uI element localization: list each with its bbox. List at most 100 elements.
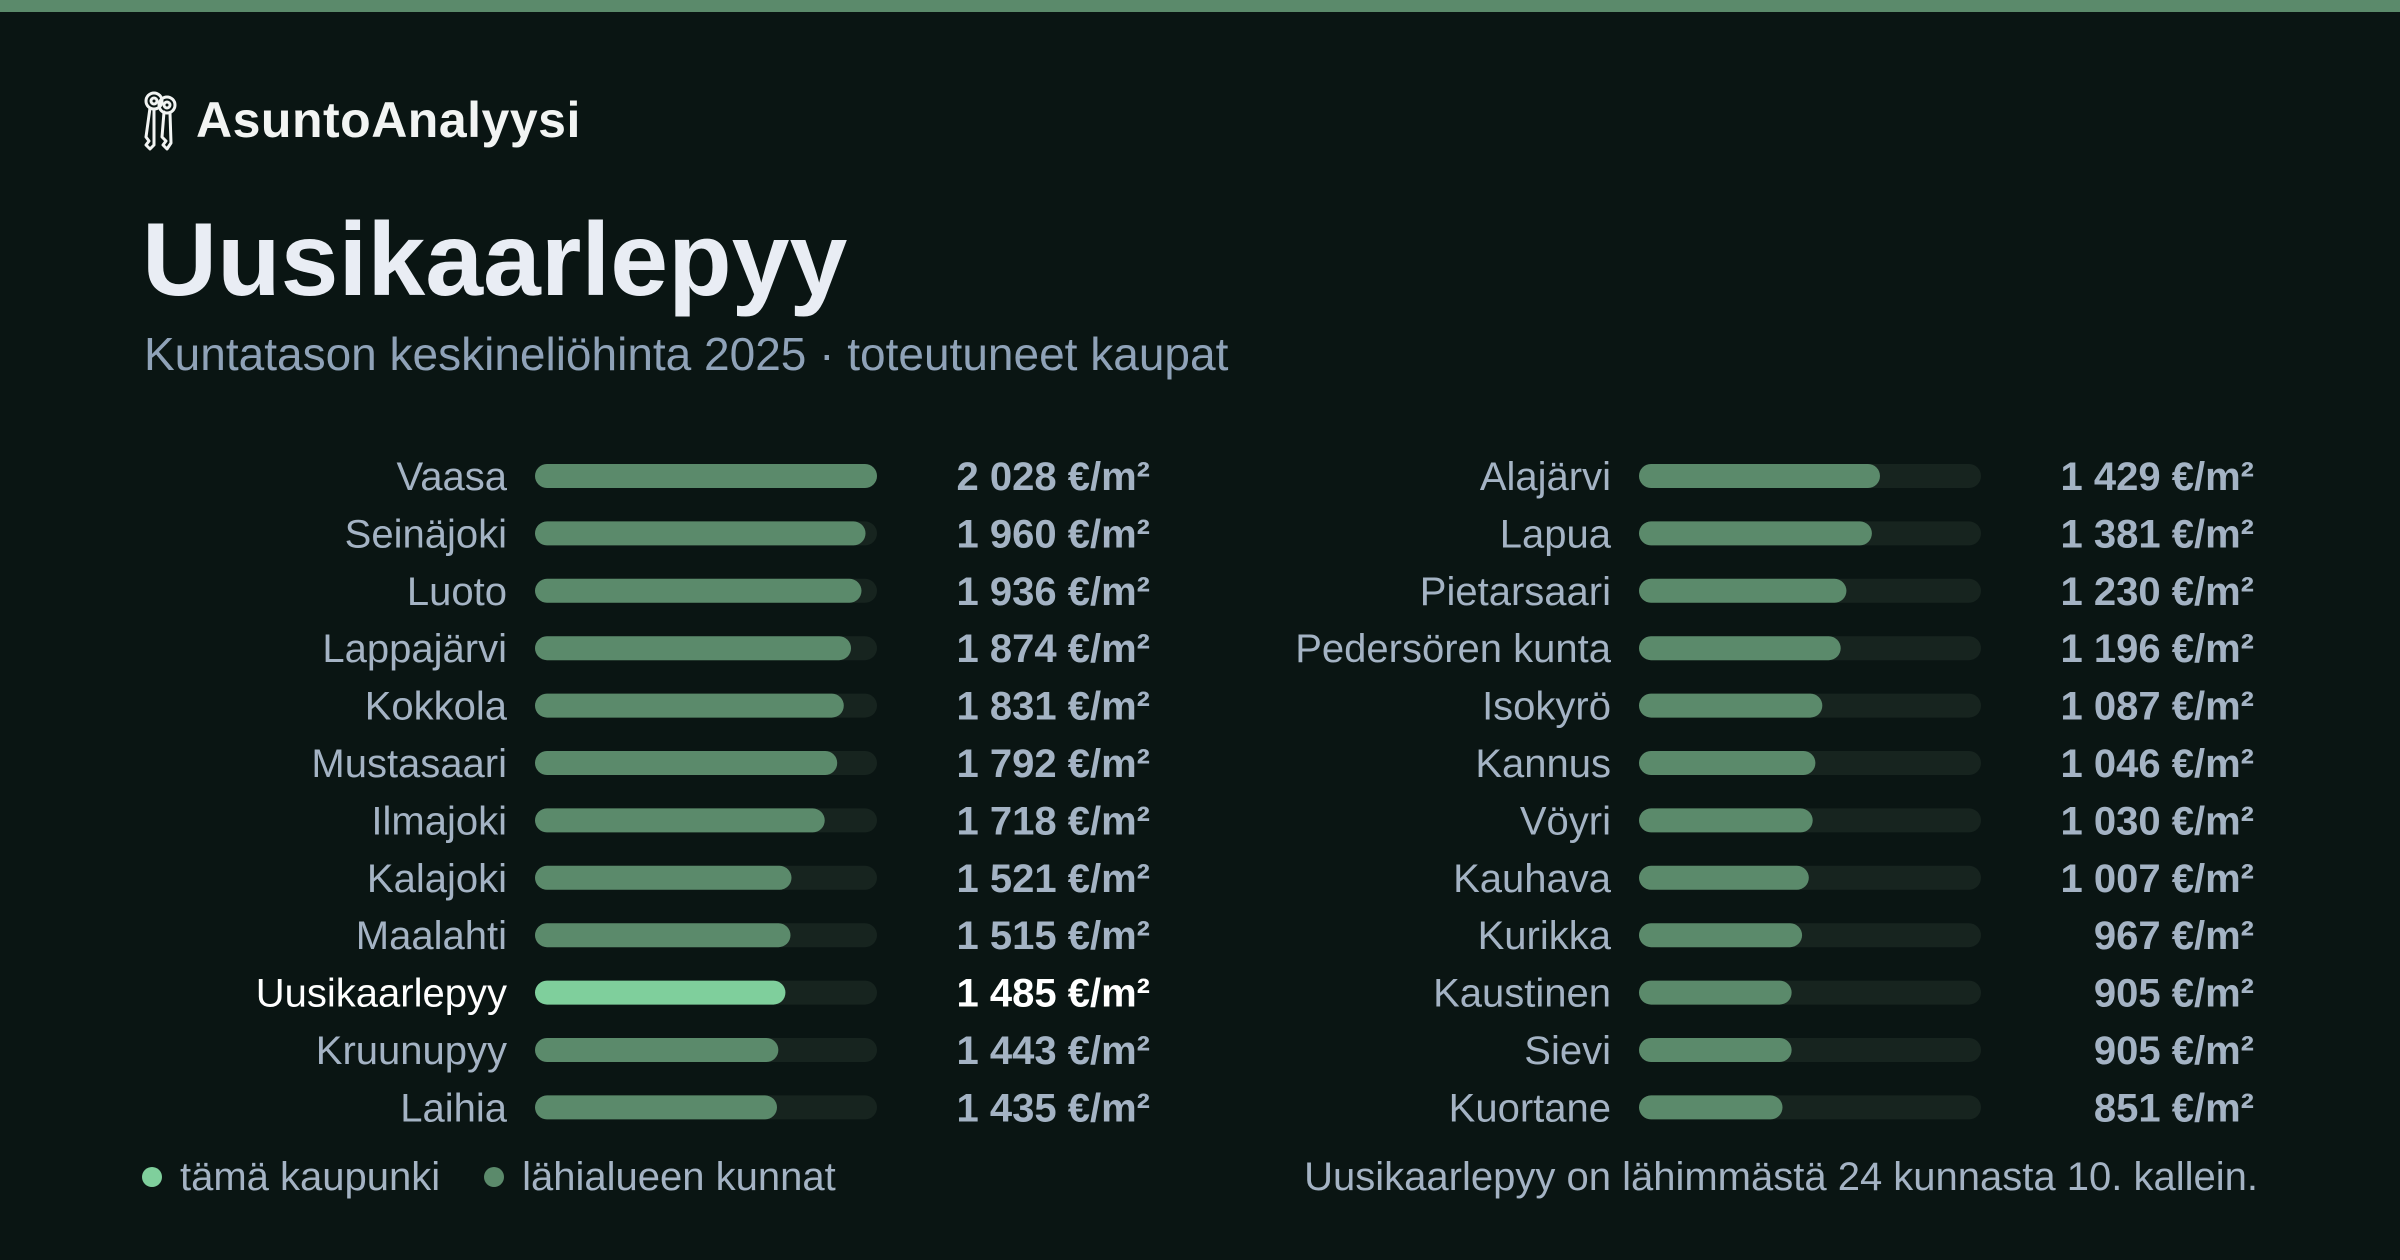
bar-row-mustasaari: Mustasaari 1 792 €/m² — [311, 742, 1150, 786]
category-label: Pedersören kunta — [1295, 627, 1612, 671]
value-label: 1 515 €/m² — [957, 914, 1150, 958]
value-label: 1 381 €/m² — [2061, 512, 2254, 556]
value-label: 1 485 €/m² — [957, 972, 1150, 1016]
category-label: Pietarsaari — [1420, 570, 1611, 614]
value-label: 1 046 €/m² — [2061, 742, 2254, 786]
bar — [535, 693, 844, 718]
bar — [1639, 923, 1803, 948]
category-label: Isokyrö — [1482, 685, 1611, 729]
value-label: 1 030 €/m² — [2061, 799, 2254, 843]
category-label: Uusikaarlepyy — [256, 972, 507, 1016]
value-label: 1 196 €/m² — [2061, 627, 2254, 671]
page-title: Uusikaarlepyy — [142, 202, 848, 318]
bar — [535, 923, 791, 948]
bar — [535, 865, 792, 890]
bar — [1639, 1095, 1783, 1120]
category-label: Kruunupyy — [316, 1029, 507, 1073]
value-label: 905 €/m² — [2094, 1029, 2254, 1073]
page-subtitle: Kuntatason keskineliöhinta 2025 · toteut… — [144, 328, 1229, 380]
bar-row-kalajoki: Kalajoki 1 521 €/m² — [367, 857, 1150, 901]
bar-row-kokkola: Kokkola 1 831 €/m² — [365, 685, 1150, 729]
value-label: 1 443 €/m² — [957, 1029, 1150, 1073]
bar — [535, 464, 877, 488]
category-label: Kurikka — [1478, 914, 1612, 958]
bar — [1639, 693, 1823, 718]
category-label: Kauhava — [1453, 857, 1612, 901]
bar-row-kaustinen: Kaustinen 905 €/m² — [1433, 972, 2254, 1016]
value-label: 1 792 €/m² — [957, 742, 1150, 786]
bar-row-lapua: Lapua 1 381 €/m² — [1500, 512, 2254, 556]
value-label: 851 €/m² — [2094, 1086, 2254, 1130]
bar — [1639, 808, 1813, 833]
bar — [1639, 578, 1847, 603]
bar — [535, 1038, 779, 1062]
value-label: 2 028 €/m² — [957, 455, 1150, 499]
value-label: 1 007 €/m² — [2061, 857, 2254, 901]
category-label: Kokkola — [365, 685, 508, 729]
bar — [535, 980, 786, 1005]
legend-label-this-city: tämä kaupunki — [180, 1154, 441, 1199]
value-label: 1 718 €/m² — [957, 799, 1150, 843]
category-label: Kalajoki — [367, 857, 507, 901]
bar-row-lappajärvi: Lappajärvi 1 874 €/m² — [322, 627, 1150, 671]
value-label: 1 936 €/m² — [957, 570, 1150, 614]
bar — [535, 808, 825, 833]
category-label: Sievi — [1524, 1029, 1611, 1073]
bar-row-maalahti: Maalahti 1 515 €/m² — [356, 914, 1150, 958]
bar — [535, 1095, 777, 1120]
legend-label-neighbors: lähialueen kunnat — [522, 1154, 836, 1199]
chart-legend: tämä kaupunki lähialueen kunnat — [142, 1152, 880, 1202]
category-label: Vöyri — [1520, 799, 1611, 843]
bar — [1639, 1038, 1792, 1062]
bar-row-alajärvi: Alajärvi 1 429 €/m² — [1480, 455, 2254, 499]
category-label: Vaasa — [397, 455, 508, 499]
value-label: 1 960 €/m² — [957, 512, 1150, 556]
bar-row-kuortane: Kuortane 851 €/m² — [1449, 1086, 2254, 1130]
legend-item-neighbors: lähialueen kunnat — [484, 1155, 836, 1200]
bar — [1639, 464, 1880, 488]
bar — [1639, 521, 1872, 546]
bar — [1639, 751, 1816, 775]
category-label: Seinäjoki — [345, 512, 507, 556]
bar — [1639, 865, 1809, 890]
bar-row-kruunupyy: Kruunupyy 1 443 €/m² — [316, 1029, 1150, 1073]
bar — [535, 521, 866, 546]
category-label: Lapua — [1500, 512, 1612, 556]
legend-item-this-city: tämä kaupunki — [142, 1155, 440, 1200]
bar-row-vöyri: Vöyri 1 030 €/m² — [1520, 799, 2254, 843]
value-label: 1 831 €/m² — [957, 685, 1150, 729]
category-label: Lappajärvi — [322, 627, 507, 671]
bar-row-uusikaarlepyy: Uusikaarlepyy 1 485 €/m² — [256, 972, 1150, 1016]
category-label: Laihia — [400, 1086, 508, 1130]
legend-dot-neighbors — [484, 1167, 505, 1187]
bar-row-laihia: Laihia 1 435 €/m² — [400, 1086, 1150, 1130]
brand: AsuntoAnalyysi — [140, 88, 581, 152]
value-label: 1 429 €/m² — [2061, 455, 2254, 499]
bar-row-pietarsaari: Pietarsaari 1 230 €/m² — [1420, 570, 2254, 614]
legend-dot-this-city — [142, 1167, 162, 1187]
category-label: Ilmajoki — [371, 799, 507, 843]
bar-row-vaasa: Vaasa 2 028 €/m² — [397, 455, 1150, 499]
value-label: 1 230 €/m² — [2061, 570, 2254, 614]
bar-row-isokyrö: Isokyrö 1 087 €/m² — [1482, 685, 2254, 729]
bar-row-kauhava: Kauhava 1 007 €/m² — [1453, 857, 2254, 901]
bar-row-pedersören-kunta: Pedersören kunta 1 196 €/m² — [1295, 627, 2254, 671]
bar-row-kurikka: Kurikka 967 €/m² — [1478, 914, 2254, 958]
category-label: Mustasaari — [311, 742, 507, 786]
category-label: Luoto — [407, 570, 507, 614]
value-label: 905 €/m² — [2094, 972, 2254, 1016]
value-label: 1 435 €/m² — [957, 1086, 1150, 1130]
category-label: Kannus — [1475, 742, 1611, 786]
bar — [1639, 636, 1841, 661]
value-label: 1 874 €/m² — [957, 627, 1150, 671]
category-label: Maalahti — [356, 914, 507, 958]
category-label: Kaustinen — [1433, 972, 1611, 1016]
bar — [1639, 980, 1792, 1005]
bar-row-kannus: Kannus 1 046 €/m² — [1475, 742, 2254, 786]
value-label: 967 €/m² — [2094, 914, 2254, 958]
category-label: Kuortane — [1449, 1086, 1611, 1130]
bar — [535, 751, 838, 775]
bar-row-seinäjoki: Seinäjoki 1 960 €/m² — [345, 512, 1150, 556]
